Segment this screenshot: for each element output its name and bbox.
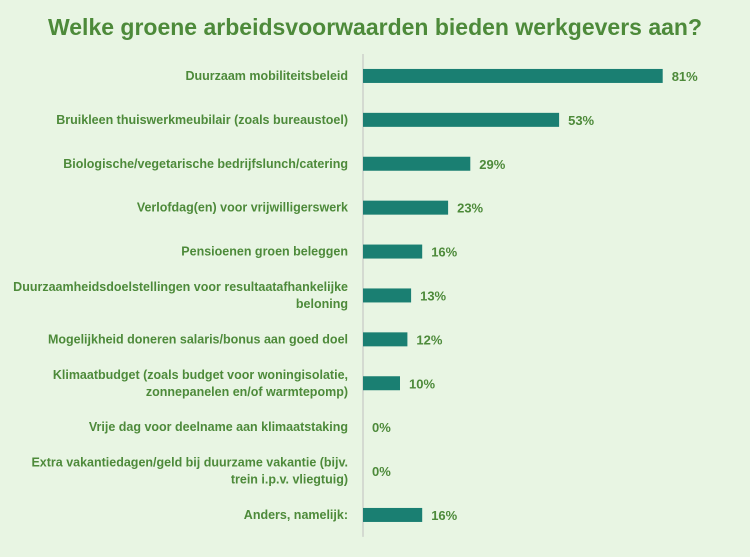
data-label: 16% (431, 508, 457, 523)
category-label: Vrije dag voor deelname aan klimaatstaki… (89, 420, 348, 434)
category-label: Duurzaamheidsdoelstellingen voor resulta… (13, 280, 348, 294)
data-label: 0% (372, 464, 391, 479)
data-label: 0% (372, 420, 391, 435)
data-label: 13% (420, 288, 446, 303)
category-label: beloning (296, 297, 348, 311)
bar (363, 244, 423, 259)
data-label: 10% (409, 376, 435, 391)
category-label: Extra vakantiedagen/geld bij duurzame va… (31, 456, 348, 470)
data-label: 29% (479, 157, 505, 172)
data-label: 81% (672, 69, 698, 84)
bar (363, 156, 471, 171)
bar (363, 376, 400, 391)
data-label: 53% (568, 113, 594, 128)
category-label: Verlofdag(en) voor vrijwilligerswerk (137, 201, 348, 215)
category-label: Bruikleen thuiswerkmeubilair (zoals bure… (56, 113, 348, 127)
bar (363, 507, 423, 522)
category-label: Mogelijkheid doneren salaris/bonus aan g… (48, 332, 348, 346)
data-label: 12% (416, 332, 442, 347)
category-label: Duurzaam mobiliteitsbeleid (185, 69, 348, 83)
bar (363, 200, 449, 215)
category-label: Klimaatbudget (zoals budget voor woningi… (53, 368, 348, 382)
bar (363, 288, 412, 303)
bar (363, 112, 560, 127)
category-label: Biologische/vegetarische bedrijfslunch/c… (63, 157, 348, 171)
category-label: Pensioenen groen beleggen (181, 245, 348, 259)
category-label: zonnepanelen en/of warmtepomp) (146, 385, 348, 399)
bar (363, 68, 663, 83)
category-label: trein i.p.v. vliegtuig) (231, 473, 348, 487)
chart-title: Welke groene arbeidsvoorwaarden bieden w… (47, 14, 703, 40)
bar (363, 332, 408, 347)
data-label: 23% (457, 201, 483, 216)
data-label: 16% (431, 245, 457, 260)
category-label: Anders, namelijk: (244, 508, 348, 522)
